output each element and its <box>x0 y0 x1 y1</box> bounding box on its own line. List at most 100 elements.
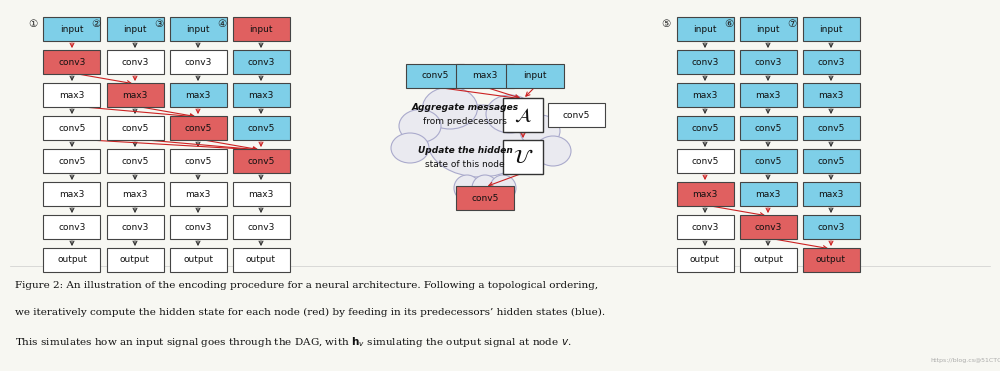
Text: max3: max3 <box>122 190 148 198</box>
FancyBboxPatch shape <box>107 248 164 272</box>
Text: conv5: conv5 <box>247 124 275 132</box>
Text: input: input <box>186 24 210 33</box>
FancyBboxPatch shape <box>170 83 226 107</box>
Text: max3: max3 <box>692 91 718 99</box>
FancyBboxPatch shape <box>233 215 290 239</box>
Text: output: output <box>120 256 150 265</box>
FancyBboxPatch shape <box>802 215 860 239</box>
FancyBboxPatch shape <box>44 17 100 41</box>
Text: max3: max3 <box>122 91 148 99</box>
Text: conv5: conv5 <box>58 157 86 165</box>
Text: output: output <box>690 256 720 265</box>
Text: $\mathcal{A}$: $\mathcal{A}$ <box>514 105 532 125</box>
Text: conv5: conv5 <box>691 124 719 132</box>
FancyBboxPatch shape <box>107 83 164 107</box>
FancyBboxPatch shape <box>802 50 860 74</box>
Text: conv5: conv5 <box>121 157 149 165</box>
Text: ①: ① <box>28 19 37 29</box>
FancyBboxPatch shape <box>170 248 226 272</box>
Text: max3: max3 <box>818 190 844 198</box>
FancyBboxPatch shape <box>170 50 226 74</box>
FancyBboxPatch shape <box>107 50 164 74</box>
Text: state of this node: state of this node <box>425 160 505 168</box>
Text: input: input <box>756 24 780 33</box>
FancyBboxPatch shape <box>740 182 796 206</box>
FancyBboxPatch shape <box>802 248 860 272</box>
Text: conv3: conv3 <box>754 223 782 232</box>
Text: conv3: conv3 <box>817 58 845 66</box>
FancyBboxPatch shape <box>802 182 860 206</box>
Text: max3: max3 <box>472 72 498 81</box>
Text: conv5: conv5 <box>817 124 845 132</box>
Ellipse shape <box>520 115 560 147</box>
FancyBboxPatch shape <box>676 149 734 173</box>
Text: max3: max3 <box>185 190 211 198</box>
FancyBboxPatch shape <box>676 17 734 41</box>
FancyBboxPatch shape <box>233 248 290 272</box>
Text: conv3: conv3 <box>58 58 86 66</box>
Ellipse shape <box>486 95 534 133</box>
FancyBboxPatch shape <box>233 50 290 74</box>
FancyBboxPatch shape <box>676 116 734 140</box>
Text: conv3: conv3 <box>184 58 212 66</box>
Circle shape <box>472 175 498 201</box>
FancyBboxPatch shape <box>170 149 226 173</box>
FancyBboxPatch shape <box>107 149 164 173</box>
Text: max3: max3 <box>755 190 781 198</box>
Text: max3: max3 <box>59 190 85 198</box>
Text: output: output <box>246 256 276 265</box>
Text: max3: max3 <box>818 91 844 99</box>
Text: conv3: conv3 <box>58 223 86 232</box>
Text: max3: max3 <box>248 91 274 99</box>
Text: from predecessors: from predecessors <box>423 118 507 127</box>
Circle shape <box>490 175 516 201</box>
FancyBboxPatch shape <box>107 17 164 41</box>
Text: input: input <box>249 24 273 33</box>
Text: output: output <box>753 256 783 265</box>
Text: input: input <box>693 24 717 33</box>
Text: https://blog.cs@51CTO博客: https://blog.cs@51CTO博客 <box>930 357 1000 363</box>
FancyBboxPatch shape <box>802 17 860 41</box>
FancyBboxPatch shape <box>233 182 290 206</box>
Text: max3: max3 <box>692 190 718 198</box>
Text: input: input <box>123 24 147 33</box>
Text: ③: ③ <box>154 19 164 29</box>
Text: conv3: conv3 <box>121 58 149 66</box>
FancyBboxPatch shape <box>676 83 734 107</box>
Text: max3: max3 <box>59 91 85 99</box>
Text: conv5: conv5 <box>754 124 782 132</box>
Text: ④: ④ <box>217 19 226 29</box>
FancyBboxPatch shape <box>44 83 100 107</box>
FancyBboxPatch shape <box>107 182 164 206</box>
Text: conv5: conv5 <box>817 157 845 165</box>
FancyBboxPatch shape <box>170 17 226 41</box>
Text: conv5: conv5 <box>247 157 275 165</box>
FancyBboxPatch shape <box>506 64 564 88</box>
FancyBboxPatch shape <box>233 83 290 107</box>
Text: output: output <box>183 256 213 265</box>
FancyBboxPatch shape <box>233 149 290 173</box>
Text: conv3: conv3 <box>691 223 719 232</box>
Text: Aggregate messages: Aggregate messages <box>411 104 519 112</box>
Text: conv5: conv5 <box>691 157 719 165</box>
Text: conv3: conv3 <box>121 223 149 232</box>
Text: ⑦: ⑦ <box>787 19 796 29</box>
Text: we iteratively compute the hidden state for each node (red) by feeding in its pr: we iteratively compute the hidden state … <box>15 308 605 317</box>
Text: conv3: conv3 <box>247 58 275 66</box>
FancyBboxPatch shape <box>233 17 290 41</box>
Ellipse shape <box>399 109 441 142</box>
Text: $\mathcal{U}$: $\mathcal{U}$ <box>513 148 533 167</box>
FancyBboxPatch shape <box>406 64 464 88</box>
FancyBboxPatch shape <box>503 98 543 132</box>
Text: conv5: conv5 <box>121 124 149 132</box>
FancyBboxPatch shape <box>107 215 164 239</box>
Text: conv5: conv5 <box>184 124 212 132</box>
Text: conv3: conv3 <box>184 223 212 232</box>
Text: conv3: conv3 <box>754 58 782 66</box>
Text: input: input <box>819 24 843 33</box>
FancyBboxPatch shape <box>740 83 796 107</box>
FancyBboxPatch shape <box>676 248 734 272</box>
Text: input: input <box>60 24 84 33</box>
FancyBboxPatch shape <box>456 64 514 88</box>
FancyBboxPatch shape <box>107 116 164 140</box>
